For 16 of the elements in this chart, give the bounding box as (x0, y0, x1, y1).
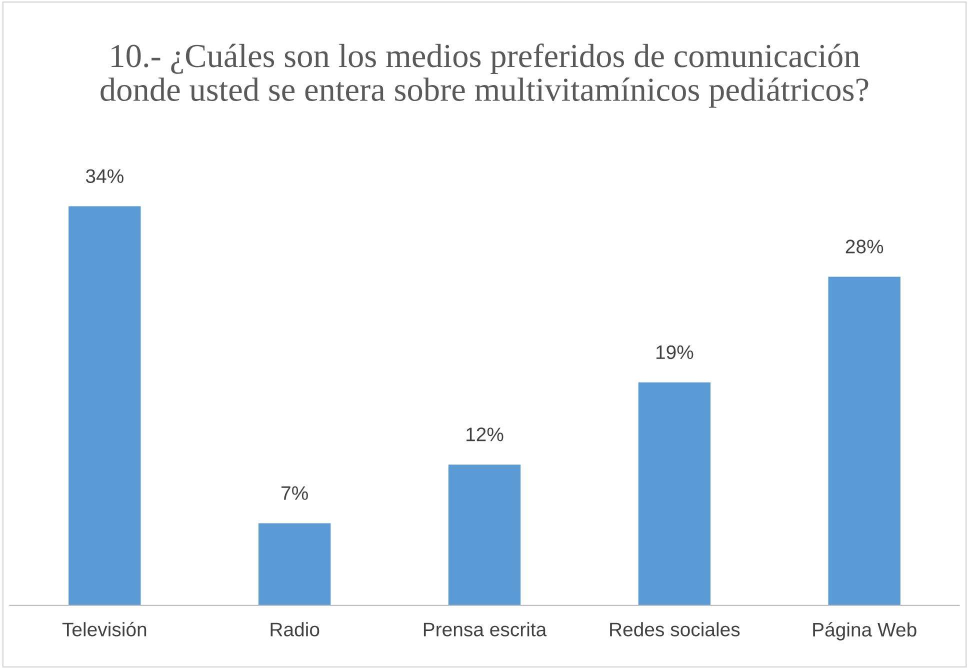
bar (68, 206, 141, 606)
data-label: 28% (846, 240, 884, 254)
bar (828, 276, 900, 606)
x-tick-label: Radio (270, 622, 320, 636)
x-tick-label: Televisión (62, 622, 146, 636)
data-label: 7% (282, 486, 308, 500)
x-tick-label: Prensa escrita (424, 622, 547, 636)
data-label: 34% (86, 169, 124, 184)
bar (448, 464, 521, 606)
bar (258, 523, 331, 606)
x-tick-label: Redes sociales (610, 622, 740, 636)
chart-title: 10.- ¿Cuáles son los medios preferidos de comunicación donde usted se entera sobre multivitamínicos pediátricos? (100, 43, 868, 108)
x-tick-label: Página Web (813, 622, 916, 640)
bar (638, 382, 711, 606)
data-label: 19% (656, 345, 694, 360)
data-label: 12% (466, 428, 504, 442)
